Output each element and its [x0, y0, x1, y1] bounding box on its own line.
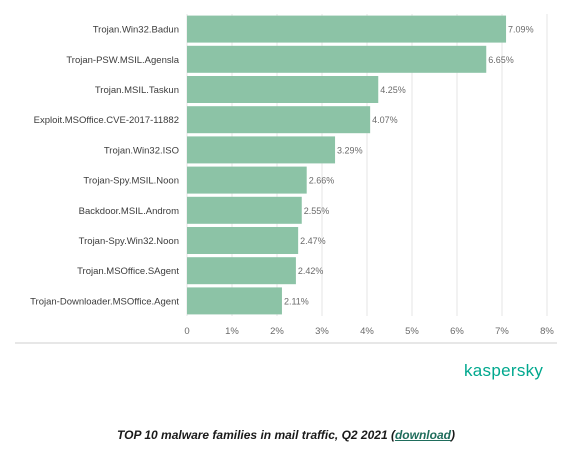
value-label: 6.65%: [488, 55, 514, 65]
bar: [187, 166, 307, 194]
bar-chart: Trojan.Win32.Badun Trojan-PSW.MSIL.Agensl…: [15, 14, 557, 344]
x-tick-label: 3%: [315, 326, 329, 337]
bar: [187, 45, 487, 73]
x-tick-label: 8%: [540, 326, 554, 337]
download-link[interactable]: download: [394, 428, 451, 442]
value-label: 2.47%: [300, 236, 326, 246]
x-tick-label: 2%: [270, 326, 284, 337]
bar: [187, 257, 296, 285]
value-label: 7.09%: [508, 25, 534, 35]
category-label: Trojan.MSIL.Taskun: [95, 85, 179, 96]
category-label: Trojan-PSW.MSIL.Agensla: [66, 55, 179, 66]
value-label: 2.66%: [309, 176, 335, 186]
kaspersky-logo: kaspersky: [464, 361, 544, 380]
value-label: 4.07%: [372, 115, 398, 125]
bars: [187, 15, 507, 315]
bar: [187, 136, 336, 164]
x-axis-ticks: 0 1% 2% 3% 4% 5% 6% 7% 8%: [184, 326, 554, 337]
category-label: Trojan.Win32.Badun: [93, 25, 179, 36]
category-label: Backdoor.MSIL.Androm: [79, 206, 179, 217]
x-tick-label: 4%: [360, 326, 374, 337]
value-labels: 7.09% 6.65% 4.25% 4.07% 3.29% 2.66% 2.55% 2.47%…: [284, 25, 534, 307]
category-label: Trojan.MSOffice.SAgent: [77, 266, 179, 277]
category-label: Exploit.MSOffice.CVE-2017-11882: [34, 115, 179, 126]
bar: [187, 227, 299, 254]
bar: [187, 15, 507, 43]
category-label: Trojan-Downloader.MSOffice.Agent: [30, 296, 179, 307]
value-label: 2.55%: [304, 206, 330, 216]
value-label: 2.42%: [298, 266, 324, 276]
category-label: Trojan.Win32.ISO: [104, 145, 179, 156]
x-tick-label: 5%: [405, 326, 419, 337]
bar: [187, 106, 371, 134]
figure-caption: TOP 10 malware families in mail traffic,…: [0, 428, 572, 442]
category-label: Trojan-Spy.Win32.Noon: [79, 236, 179, 247]
x-tick-label: 6%: [450, 326, 464, 337]
x-tick-label: 7%: [495, 326, 509, 337]
bar: [187, 76, 379, 103]
value-label: 2.11%: [284, 296, 309, 306]
caption-end: ): [450, 428, 455, 442]
category-labels: Trojan.Win32.Badun Trojan-PSW.MSIL.Agensl…: [30, 25, 180, 308]
x-tick-label: 0: [184, 326, 189, 337]
x-tick-label: 1%: [225, 326, 239, 337]
value-label: 3.29%: [337, 145, 363, 155]
bar: [187, 196, 302, 224]
bar: [187, 287, 282, 315]
value-label: 4.25%: [380, 85, 406, 95]
category-label: Trojan-Spy.MSIL.Noon: [83, 176, 179, 187]
caption-text: TOP 10 malware families in mail traffic,…: [117, 428, 395, 442]
